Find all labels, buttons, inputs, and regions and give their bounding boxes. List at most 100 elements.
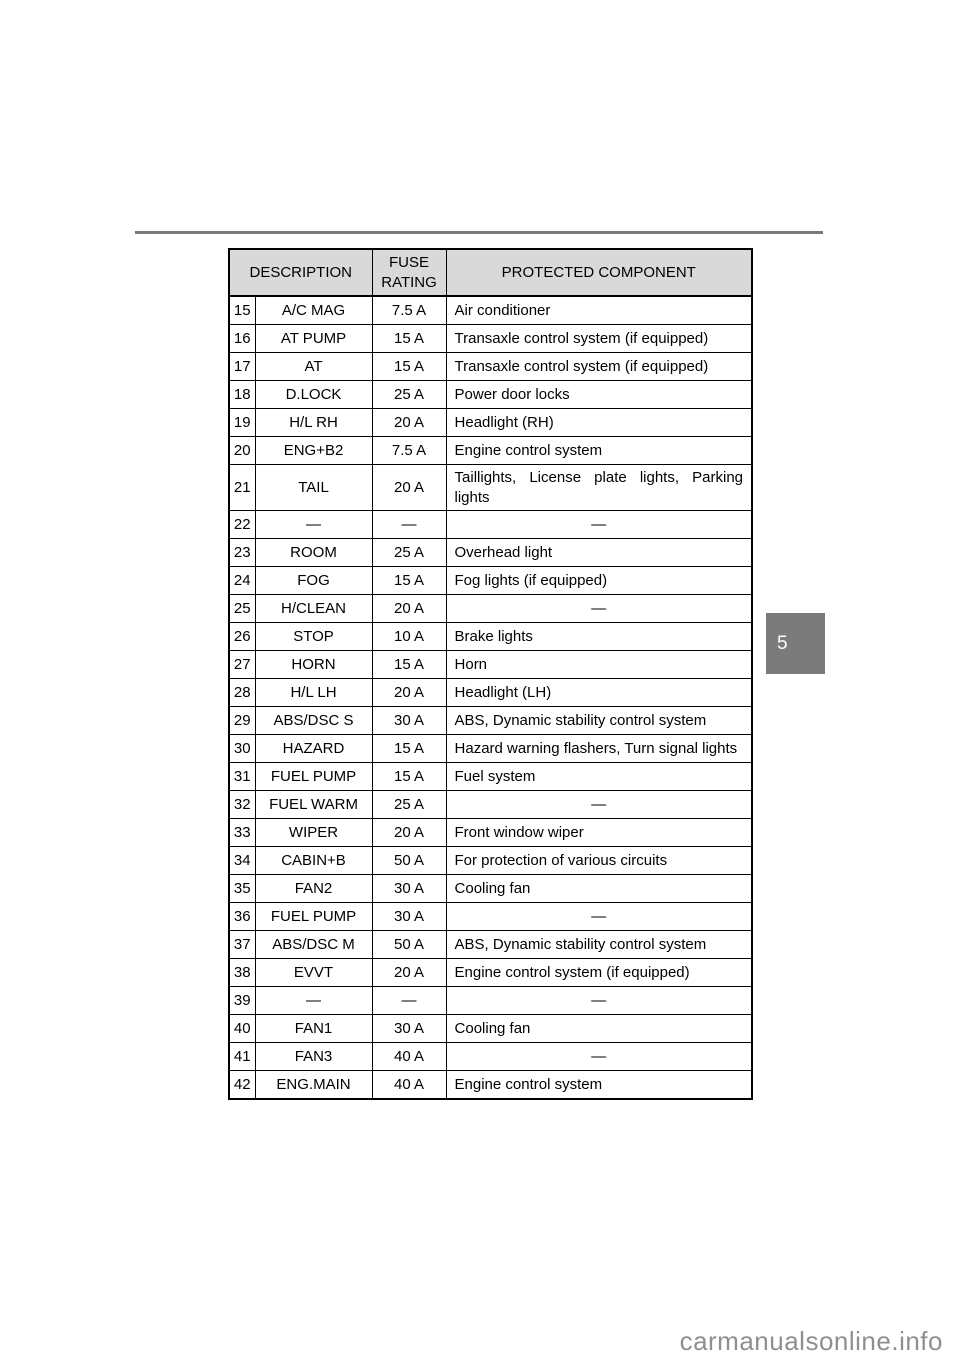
protected-component: Headlight (RH) bbox=[445, 408, 753, 437]
fuse-description: D.LOCK bbox=[254, 380, 373, 409]
fuse-rating: 20 A bbox=[371, 408, 447, 437]
fuse-rating: 15 A bbox=[371, 566, 447, 595]
fuse-number: 34 bbox=[228, 846, 256, 875]
fuse-number: 31 bbox=[228, 762, 256, 791]
table-row: 33 WIPER 20 A Front window wiper bbox=[228, 818, 753, 847]
fuse-rating: — bbox=[371, 510, 447, 539]
fuse-number: 22 bbox=[228, 510, 256, 539]
table-row: 18 D.LOCK 25 A Power door locks bbox=[228, 380, 753, 409]
fuse-description: FOG bbox=[254, 566, 373, 595]
fuse-number: 41 bbox=[228, 1042, 256, 1071]
fuse-description: EVVT bbox=[254, 958, 373, 987]
table-row: 20 ENG+B2 7.5 A Engine control system bbox=[228, 436, 753, 465]
table-row: 39 — — — bbox=[228, 986, 753, 1015]
header-row: DESCRIPTION FUSE RATING PROTECTED COMPON… bbox=[228, 248, 753, 297]
fuse-description: WIPER bbox=[254, 818, 373, 847]
fuse-rating: 50 A bbox=[371, 930, 447, 959]
fuse-rating: 15 A bbox=[371, 762, 447, 791]
fuse-description: H/L RH bbox=[254, 408, 373, 437]
fuse-rating: 25 A bbox=[371, 380, 447, 409]
fuse-table-header: DESCRIPTION FUSE RATING PROTECTED COMPON… bbox=[228, 248, 753, 297]
protected-component: Overhead light bbox=[445, 538, 753, 567]
fuse-table-body: 15 A/C MAG 7.5 A Air conditioner 16 AT P… bbox=[228, 295, 753, 1100]
fuse-number: 30 bbox=[228, 734, 256, 763]
fuse-number: 37 bbox=[228, 930, 256, 959]
fuse-rating: 20 A bbox=[371, 818, 447, 847]
fuse-rating: 25 A bbox=[371, 538, 447, 567]
fuse-number: 23 bbox=[228, 538, 256, 567]
protected-component: Brake lights bbox=[445, 622, 753, 651]
table-row: 19 H/L RH 20 A Headlight (RH) bbox=[228, 408, 753, 437]
fuse-number: 24 bbox=[228, 566, 256, 595]
protected-component: Horn bbox=[445, 650, 753, 679]
description-column-header: DESCRIPTION bbox=[228, 248, 373, 297]
fuse-description: FAN2 bbox=[254, 874, 373, 903]
fuse-rating: 30 A bbox=[371, 1014, 447, 1043]
fuse-rating: 30 A bbox=[371, 874, 447, 903]
protected-component-column-header: PROTECTED COMPONENT bbox=[445, 248, 753, 297]
table-row: 16 AT PUMP 15 A Transaxle control system… bbox=[228, 324, 753, 353]
fuse-number: 20 bbox=[228, 436, 256, 465]
fuse-rating: 20 A bbox=[371, 958, 447, 987]
protected-component: — bbox=[445, 510, 753, 539]
protected-component: — bbox=[445, 1042, 753, 1071]
fuse-rating: — bbox=[371, 986, 447, 1015]
table-row: 22 — — — bbox=[228, 510, 753, 539]
table-row: 25 H/CLEAN 20 A — bbox=[228, 594, 753, 623]
protected-component: Transaxle control system (if equipped) bbox=[445, 324, 753, 353]
table-row: 38 EVVT 20 A Engine control system (if e… bbox=[228, 958, 753, 987]
fuse-number: 42 bbox=[228, 1070, 256, 1100]
fuse-description: AT PUMP bbox=[254, 324, 373, 353]
fuse-rating: 50 A bbox=[371, 846, 447, 875]
fuse-description: HORN bbox=[254, 650, 373, 679]
fuse-number: 18 bbox=[228, 380, 256, 409]
fuse-rating: 15 A bbox=[371, 650, 447, 679]
chapter-tab-number: 5 bbox=[777, 632, 788, 654]
fuse-rating: 15 A bbox=[371, 324, 447, 353]
fuse-description: ENG+B2 bbox=[254, 436, 373, 465]
fuse-rating: 25 A bbox=[371, 790, 447, 819]
table-row: 30 HAZARD 15 A Hazard warning flashers, … bbox=[228, 734, 753, 763]
fuse-number: 32 bbox=[228, 790, 256, 819]
protected-component: — bbox=[445, 902, 753, 931]
protected-component: Air conditioner bbox=[445, 295, 753, 325]
fuse-rating: 20 A bbox=[371, 678, 447, 707]
fuse-rating-column-header: FUSE RATING bbox=[371, 248, 447, 297]
table-row: 31 FUEL PUMP 15 A Fuel system bbox=[228, 762, 753, 791]
table-row: 35 FAN2 30 A Cooling fan bbox=[228, 874, 753, 903]
fuse-number: 15 bbox=[228, 295, 256, 325]
protected-component: Engine control system bbox=[445, 436, 753, 465]
protected-component: Engine control system (if equipped) bbox=[445, 958, 753, 987]
fuse-number: 28 bbox=[228, 678, 256, 707]
protected-component: Headlight (LH) bbox=[445, 678, 753, 707]
fuse-description: FAN1 bbox=[254, 1014, 373, 1043]
table-row: 32 FUEL WARM 25 A — bbox=[228, 790, 753, 819]
table-row: 36 FUEL PUMP 30 A — bbox=[228, 902, 753, 931]
table-row: 23 ROOM 25 A Overhead light bbox=[228, 538, 753, 567]
protected-component: Power door locks bbox=[445, 380, 753, 409]
fuse-rating: 30 A bbox=[371, 706, 447, 735]
fuse-rating: 40 A bbox=[371, 1070, 447, 1100]
fuse-rating: 7.5 A bbox=[371, 295, 447, 325]
protected-component: ABS, Dynamic stability control system bbox=[445, 930, 753, 959]
chapter-tab: 5 bbox=[766, 613, 825, 674]
fuse-description: ENG.MAIN bbox=[254, 1070, 373, 1100]
protected-component: Fog lights (if equipped) bbox=[445, 566, 753, 595]
protected-component: Engine control system bbox=[445, 1070, 753, 1100]
fuse-table: DESCRIPTION FUSE RATING PROTECTED COMPON… bbox=[228, 248, 754, 1100]
table-row: 41 FAN3 40 A — bbox=[228, 1042, 753, 1071]
fuse-description: A/C MAG bbox=[254, 295, 373, 325]
protected-component: Fuel system bbox=[445, 762, 753, 791]
fuse-number: 33 bbox=[228, 818, 256, 847]
fuse-description: ABS/DSC S bbox=[254, 706, 373, 735]
fuse-description: STOP bbox=[254, 622, 373, 651]
protected-component: Front window wiper bbox=[445, 818, 753, 847]
watermark-text: carmanualsonline.info bbox=[679, 1326, 943, 1356]
fuse-description: CABIN+B bbox=[254, 846, 373, 875]
fuse-description: FUEL WARM bbox=[254, 790, 373, 819]
table-row: 34 CABIN+B 50 A For protection of variou… bbox=[228, 846, 753, 875]
fuse-description: TAIL bbox=[254, 464, 373, 511]
fuse-description: FUEL PUMP bbox=[254, 762, 373, 791]
table-row: 28 H/L LH 20 A Headlight (LH) bbox=[228, 678, 753, 707]
